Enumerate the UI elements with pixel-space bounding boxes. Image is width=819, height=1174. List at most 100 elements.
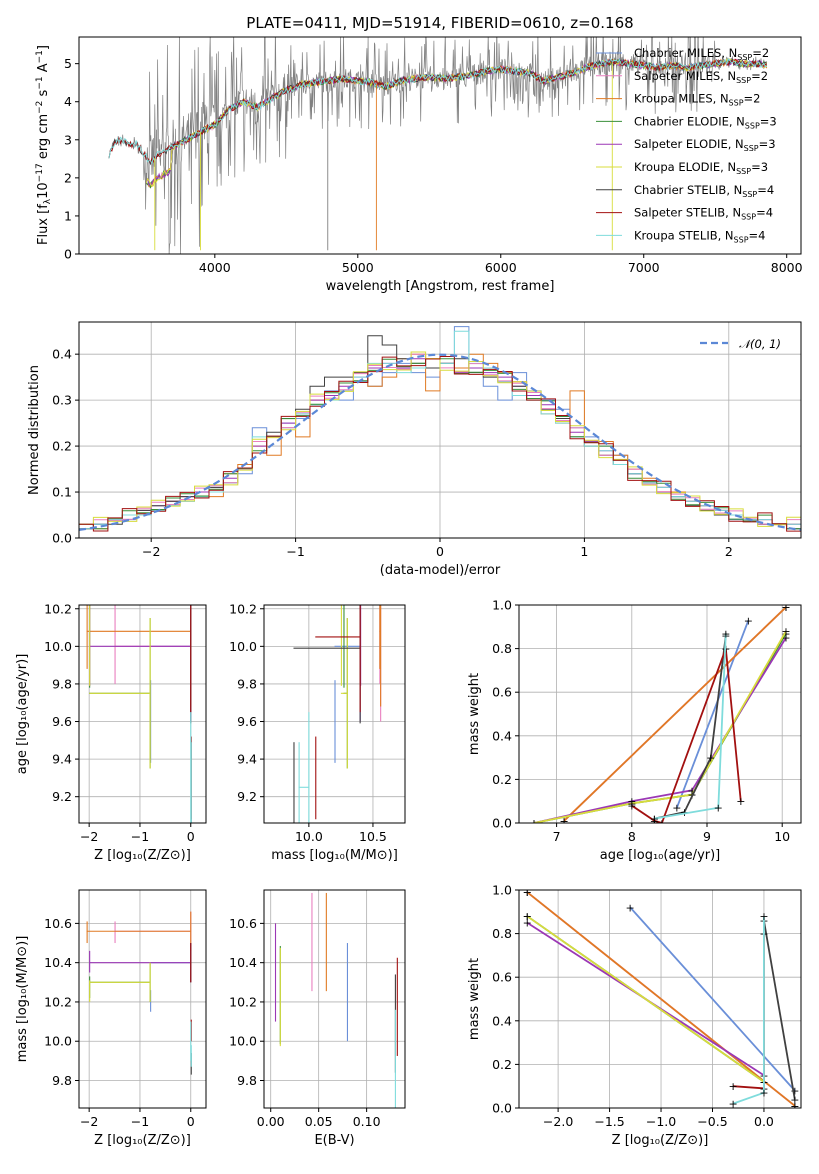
- data-point: +: [627, 795, 636, 808]
- y-tick-label: 9.6: [237, 714, 257, 729]
- y-tick-label: 9.6: [52, 714, 72, 729]
- y-tick-label: 0.4: [492, 728, 512, 743]
- data-point: +: [728, 1098, 737, 1111]
- y-tick-label: 9.8: [237, 1073, 257, 1088]
- axes-frame: [263, 889, 406, 1109]
- plot-area: +++++++++++++++ +++++: [523, 886, 800, 1113]
- data-point: +: [560, 815, 569, 828]
- legend-label: 𝒩(0, 1): [739, 337, 781, 351]
- data-point: +: [657, 817, 666, 830]
- x-tick-label: 0: [436, 544, 444, 559]
- data-point: +: [721, 627, 730, 640]
- x-axis-label: Z [log₁₀(Z/Z⊙)]: [94, 848, 191, 863]
- y-tick-label: 1: [64, 208, 72, 223]
- y-tick-label: 3: [64, 132, 72, 147]
- y-tick-label: 0.2: [492, 1057, 512, 1072]
- x-tick-label: 10.0: [295, 829, 323, 844]
- mass-weight-line: [629, 906, 796, 1092]
- y-axis-label: mass [log₁₀(M/M⊙)]: [15, 936, 30, 1063]
- y-tick-label: 0.2: [52, 439, 72, 454]
- figure-title: PLATE=0411, MJD=51914, FIBERID=0610, z=0…: [246, 14, 633, 32]
- mass-weight-line: [654, 633, 727, 820]
- y-tick-label: 9.4: [52, 752, 72, 767]
- x-axis-label: Z [log₁₀(Z/Z⊙)]: [612, 1133, 709, 1148]
- normal-curve: [79, 353, 801, 531]
- data-point: +: [627, 800, 636, 813]
- plot-area: ++++++++++++++++++++++++++++++: [529, 605, 791, 830]
- y-axis-label: age [log₁₀(age/yr)]: [15, 654, 30, 775]
- axes-frame: [518, 889, 802, 1109]
- mass-weight-line: [533, 630, 787, 823]
- y-tick-label: 10.0: [44, 1034, 72, 1049]
- data-point: +: [650, 813, 659, 826]
- data-point: +: [781, 632, 790, 645]
- y-tick-label: 1.0: [492, 883, 512, 898]
- legend-label: Chabrier MILES, NSSP=2: [634, 46, 769, 62]
- x-tick-label: 0.0: [754, 1114, 774, 1129]
- y-tick-label: 0: [64, 247, 72, 262]
- y-tick-label: 10.2: [44, 994, 72, 1009]
- legend-label: Salpeter STELIB, NSSP=4: [634, 206, 773, 222]
- y-tick-label: 0.6: [492, 685, 512, 700]
- data-point: +: [650, 815, 659, 828]
- data-point: +: [736, 795, 745, 808]
- x-tick-label: 8: [628, 829, 636, 844]
- x-tick-label: −1.5: [594, 1114, 624, 1129]
- x-tick-label: −1: [131, 829, 149, 844]
- data-point: +: [781, 625, 790, 638]
- x-tick-label: 7: [553, 829, 561, 844]
- x-tick-label: −2.0: [543, 1114, 573, 1129]
- x-axis-label: mass [log₁₀(M/M⊙)]: [271, 848, 398, 863]
- data-point: +: [523, 886, 532, 899]
- y-tick-label: 9.4: [237, 752, 257, 767]
- y-tick-label: 0.3: [52, 393, 72, 408]
- y-axis-label: Flux [fλ10−17 erg cm−2 s−1 A−1]: [35, 45, 53, 245]
- legend-label: Kroupa ELODIE, NSSP=3: [634, 160, 768, 176]
- x-axis-label: E(B-V): [314, 1133, 354, 1148]
- y-tick-label: 10.0: [44, 639, 72, 654]
- y-axis-label: Normed distribution: [27, 365, 42, 495]
- x-tick-label: 0: [187, 829, 195, 844]
- axes-frame: [78, 36, 802, 255]
- mass-weight-line: [526, 915, 765, 1083]
- x-tick-label: −1: [286, 544, 304, 559]
- y-tick-label: 9.2: [52, 789, 72, 804]
- y-tick-label: 0.0: [52, 531, 72, 546]
- data-point: +: [781, 627, 790, 640]
- data-point: +: [523, 910, 532, 923]
- data-point: +: [523, 917, 532, 930]
- mass-weight-vs-metallicity-panel: +++++++++++++++ +++++−2.0 −1.5 −1.0 −0.5 0.0 0…: [467, 883, 802, 1148]
- x-tick-label: 0: [187, 1114, 195, 1129]
- x-tick-label: 0.00: [257, 1114, 285, 1129]
- plot-area: [293, 605, 382, 823]
- x-axis-label: wavelength [Angstrom, rest frame]: [326, 279, 555, 294]
- y-tick-label: 9.2: [237, 789, 257, 804]
- y-tick-label: 10.0: [229, 639, 257, 654]
- data-point: +: [560, 815, 569, 828]
- y-tick-label: 10.4: [44, 955, 72, 970]
- x-tick-label: 4000: [199, 260, 231, 275]
- data-point: +: [790, 1100, 799, 1113]
- y-tick-label: 0.4: [52, 347, 72, 362]
- data-point: +: [626, 901, 635, 914]
- data-point: +: [687, 784, 696, 797]
- axes-frame: [263, 604, 406, 824]
- mass-vs-extinction-panel: 0.00 0.05 0.10 9.8 10.0 10.2 10.4 10.6 E(B-V): [229, 889, 406, 1148]
- y-axis-label: mass weight: [467, 958, 482, 1040]
- x-tick-label: 10.5: [359, 829, 387, 844]
- model-spectrum-ks: [108, 57, 767, 165]
- x-tick-label: 9: [703, 829, 711, 844]
- y-tick-label: 2: [64, 170, 72, 185]
- x-tick-label: 0.05: [305, 1114, 333, 1129]
- y-tick-label: 10.0: [229, 1034, 257, 1049]
- axes-frame: [78, 889, 207, 1109]
- data-point: +: [790, 1100, 799, 1113]
- y-tick-label: 0.1: [52, 485, 72, 500]
- y-tick-label: 10.2: [229, 994, 257, 1009]
- plot-area: [86, 605, 192, 823]
- data-point: +: [790, 1085, 799, 1098]
- y-tick-label: 10.6: [229, 916, 257, 931]
- y-tick-label: 1.0: [492, 598, 512, 613]
- data-point: +: [744, 614, 753, 627]
